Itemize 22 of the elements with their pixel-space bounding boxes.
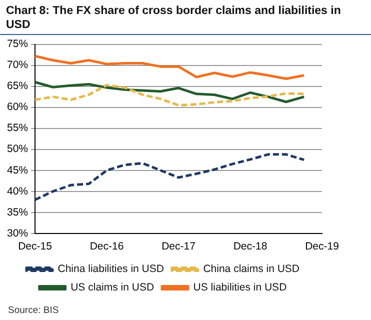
y-tick-label: 40% — [7, 185, 28, 198]
legend-label: US liabilities in USD — [193, 282, 288, 294]
y-tick-label: 70% — [7, 59, 28, 72]
x-tick-label: Dec-17 — [162, 240, 196, 253]
line-series — [34, 153, 306, 202]
chart-title: Chart 8: The FX share of cross border claims and liabilities in USD — [0, 0, 371, 35]
source-note: Source: BIS — [7, 304, 60, 316]
x-tick-label: Dec-19 — [305, 240, 340, 253]
legend-label: China liabilities in USD — [58, 263, 164, 276]
x-tick-label: Dec-18 — [233, 240, 268, 253]
y-tick-label: 50% — [7, 143, 28, 156]
y-tick-label: 75% — [7, 38, 28, 50]
y-tick-label: 45% — [7, 164, 28, 176]
legend-label: China claims in USD — [203, 263, 300, 276]
x-tick-label: Dec-16 — [90, 240, 124, 253]
legend-label: US claims in USD — [70, 282, 154, 294]
y-tick-label: 55% — [7, 122, 28, 134]
y-tick-label: 60% — [7, 101, 28, 114]
y-tick-label: 30% — [7, 227, 28, 240]
x-tick-label: Dec-15 — [18, 240, 52, 253]
y-tick-label: 65% — [7, 80, 28, 92]
y-tick-label: 35% — [7, 206, 28, 218]
